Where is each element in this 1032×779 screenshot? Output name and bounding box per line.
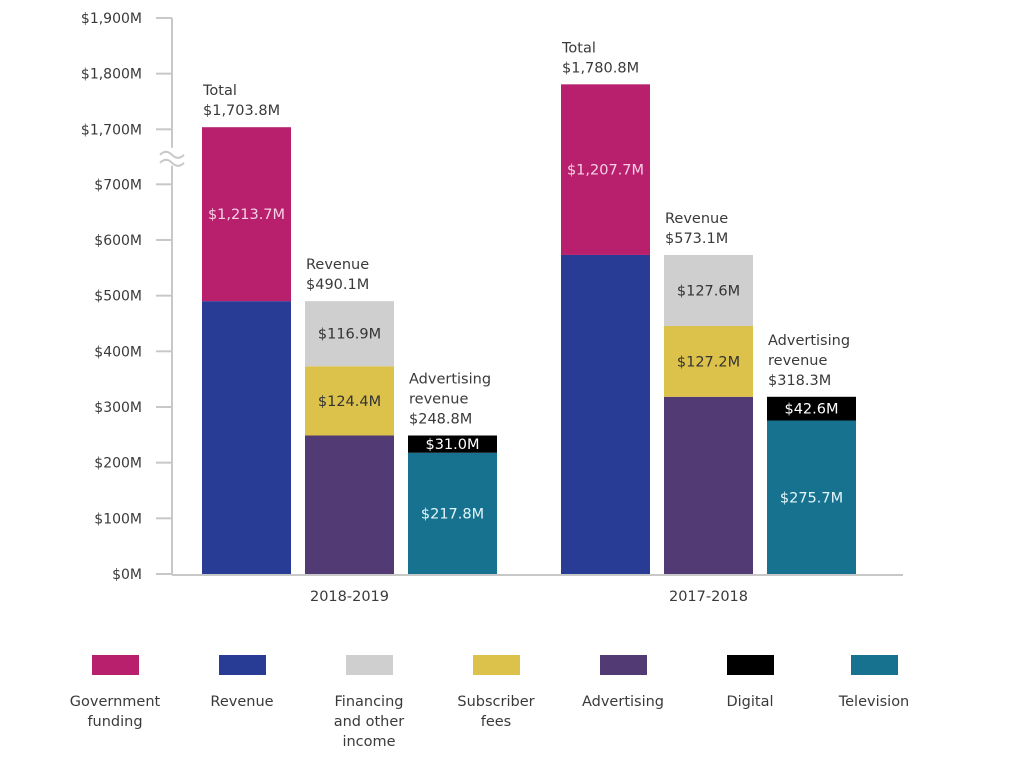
bar-annotation: Revenue [665, 211, 728, 227]
y-tick-label: $700M [94, 177, 142, 193]
bar-segment-government-funding [561, 84, 650, 255]
legend-label: Revenue [210, 694, 274, 710]
bar-segment-advertising [664, 396, 753, 574]
segment-value-label: $31.0M [425, 437, 479, 453]
bar-annotation: $490.1M [306, 277, 369, 293]
stacked-bar-chart: $0M $100M $200M $300M $400M $500M $600M $700M $1… [81, 11, 903, 605]
y-tick-label: $400M [94, 344, 142, 360]
labels: $1,213.7M Total $1,703.8M $124.4M $116.9M Rev… [202, 40, 850, 605]
legend-swatch [345, 655, 393, 675]
legend-swatch [850, 655, 898, 675]
bar-annotation: Total [202, 83, 237, 99]
axis-break-icon [159, 147, 185, 167]
legend-item: Financing and other income [304, 652, 434, 752]
segment-value-label: $127.6M [677, 283, 740, 299]
segment-value-label: $124.4M [318, 394, 381, 410]
legend-item: Subscriber fees [431, 652, 561, 732]
y-tick-label: $0M [112, 567, 142, 583]
bar-segment-revenue [202, 301, 291, 574]
bar-segment-digital [767, 396, 856, 421]
bar-annotation: $1,703.8M [203, 103, 280, 119]
bar-segment-subscriber-fees [305, 366, 394, 436]
segment-value-label: $275.7M [780, 490, 843, 506]
bar-annotation: $1,780.8M [562, 60, 639, 76]
bar-segment-television [767, 420, 856, 574]
bar-segment-revenue [561, 254, 650, 574]
legend-label: Television [838, 694, 910, 710]
bar-segment-digital [408, 435, 497, 453]
legend-label: Digital [726, 694, 774, 710]
legend-label: Subscriber fees [457, 694, 535, 730]
segment-value-label: $116.9M [318, 327, 381, 343]
legend-item: Government funding [50, 652, 180, 732]
x-category-label: 2018-2019 [310, 589, 389, 605]
legend-swatch [726, 655, 774, 675]
y-tick-label: $300M [94, 400, 142, 416]
legend-item: Revenue [177, 652, 307, 712]
y-tick-label: $500M [94, 289, 142, 305]
bar-annotation: $248.8M [409, 411, 472, 427]
x-category-label: 2017-2018 [669, 589, 748, 605]
bar-annotation: $573.1M [665, 231, 728, 247]
bar-annotation: revenue [409, 391, 468, 407]
bar-segment-subscriber-fees [664, 325, 753, 397]
legend-item: Television [809, 652, 939, 712]
segment-value-label: $217.8M [421, 506, 484, 522]
legend-swatch [91, 655, 139, 675]
bar-annotation: $318.3M [768, 373, 831, 389]
segment-value-label: $127.2M [677, 354, 740, 370]
y-axis: $0M $100M $200M $300M $400M $500M $600M $700M $1… [81, 11, 903, 583]
bar-segment-financing-and-other-income [664, 254, 753, 326]
legend-label: Financing and other income [333, 694, 405, 750]
y-tick-label: $1,800M [81, 67, 142, 83]
y-tick-label: $1,900M [81, 11, 142, 27]
bar-annotation: Advertising [409, 371, 491, 387]
bars [202, 84, 856, 574]
bar-annotation: Revenue [306, 257, 369, 273]
segment-value-label: $1,207.7M [567, 163, 644, 179]
bar-annotation: Advertising [768, 333, 850, 349]
bar-annotation: Total [561, 40, 596, 56]
bar-segment-advertising [305, 435, 394, 574]
segment-value-label: $1,213.7M [208, 207, 285, 223]
y-tick-label: $600M [94, 233, 142, 249]
bar-annotation: revenue [768, 353, 827, 369]
legend-swatch [472, 655, 520, 675]
legend-swatch [599, 655, 647, 675]
legend-swatch [218, 655, 266, 675]
y-tick-label: $100M [94, 511, 142, 527]
bar-segment-financing-and-other-income [305, 301, 394, 367]
y-tick-label: $200M [94, 456, 142, 472]
bar-segment-television [408, 452, 497, 574]
segment-value-label: $42.6M [784, 402, 838, 418]
legend: Government funding Revenue Financing and o… [0, 652, 1032, 772]
legend-item: Advertising [558, 652, 688, 712]
legend-item: Digital [685, 652, 815, 712]
legend-label: Government funding [69, 694, 161, 730]
y-tick-label: $1,700M [81, 122, 142, 138]
bar-segment-government-funding [202, 127, 291, 302]
legend-label: Advertising [581, 694, 665, 710]
